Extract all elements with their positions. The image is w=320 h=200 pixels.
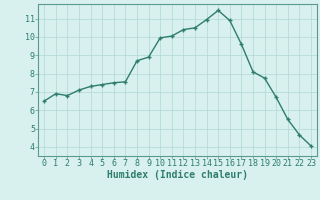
X-axis label: Humidex (Indice chaleur): Humidex (Indice chaleur) bbox=[107, 170, 248, 180]
